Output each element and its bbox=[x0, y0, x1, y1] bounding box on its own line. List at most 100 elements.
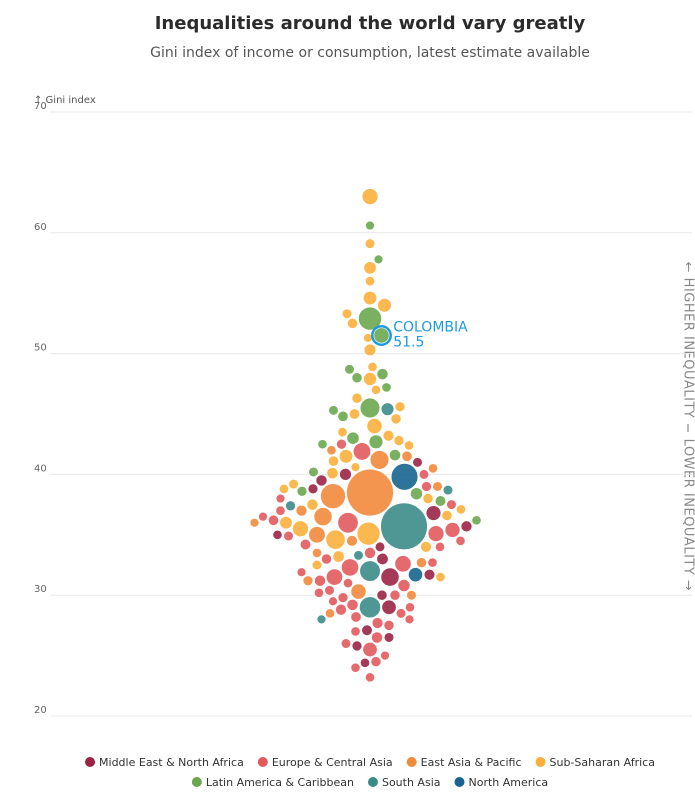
bubble bbox=[433, 482, 443, 492]
bubble bbox=[341, 559, 358, 576]
bubble bbox=[333, 551, 345, 563]
y-tick-label: 30 bbox=[34, 584, 47, 595]
bubble bbox=[285, 501, 295, 511]
bubble bbox=[309, 467, 319, 477]
bubble bbox=[353, 443, 371, 461]
bubble bbox=[352, 393, 362, 403]
bubble bbox=[308, 484, 318, 494]
legend-item: Sub-Saharan Africa bbox=[536, 756, 655, 769]
bubble bbox=[338, 411, 349, 422]
bubble bbox=[365, 221, 374, 230]
bubble bbox=[435, 542, 444, 551]
bubble bbox=[372, 617, 383, 628]
bubble bbox=[352, 641, 362, 651]
bubble bbox=[325, 609, 334, 618]
bubble bbox=[289, 479, 299, 489]
bubble bbox=[335, 604, 346, 615]
bubble bbox=[314, 575, 325, 586]
bubble bbox=[396, 608, 406, 618]
bubble bbox=[300, 539, 311, 550]
y-tick-label: 20 bbox=[34, 705, 47, 716]
bubble bbox=[336, 439, 346, 449]
bubble bbox=[365, 276, 374, 285]
legend-swatch bbox=[192, 777, 202, 787]
bubble bbox=[390, 590, 400, 600]
bubble bbox=[317, 615, 326, 624]
bubble bbox=[374, 328, 389, 343]
bubble bbox=[309, 526, 326, 543]
bubble bbox=[362, 189, 378, 205]
bubble bbox=[329, 405, 339, 415]
bubble bbox=[377, 590, 387, 600]
bubble bbox=[445, 522, 460, 537]
bubble bbox=[328, 597, 337, 606]
legend-item: East Asia & Pacific bbox=[407, 756, 522, 769]
bubble bbox=[339, 468, 351, 480]
bubble bbox=[408, 567, 422, 581]
bubble bbox=[428, 464, 437, 473]
legend-swatch bbox=[455, 777, 465, 787]
bubble bbox=[345, 364, 355, 374]
legend-swatch bbox=[258, 757, 268, 767]
legend-label: East Asia & Pacific bbox=[421, 756, 522, 769]
bubble bbox=[342, 309, 352, 319]
bubble bbox=[398, 579, 410, 591]
y-tick-label: 60 bbox=[34, 222, 47, 233]
bubble bbox=[395, 402, 405, 412]
bubble bbox=[381, 403, 394, 416]
bubble bbox=[384, 633, 394, 643]
legend-item: North America bbox=[455, 776, 549, 789]
bubble bbox=[402, 451, 413, 462]
bubble bbox=[391, 463, 418, 490]
bubble bbox=[316, 475, 327, 486]
bubble bbox=[428, 526, 444, 542]
side-label-group: ← HIGHER INEQUALITY bbox=[681, 262, 695, 419]
bubble bbox=[413, 457, 423, 467]
bubble bbox=[349, 409, 360, 420]
bubble bbox=[405, 615, 414, 624]
bubble bbox=[383, 430, 394, 441]
bubble bbox=[307, 499, 318, 510]
bubble bbox=[279, 484, 288, 493]
bubble bbox=[395, 556, 412, 573]
legend-label: Middle East & North Africa bbox=[99, 756, 244, 769]
bubble bbox=[347, 535, 358, 546]
side-label: LOWER INEQUALITY → bbox=[681, 439, 695, 592]
bubble bbox=[370, 450, 389, 469]
bubble bbox=[351, 463, 360, 472]
legend-swatch bbox=[407, 757, 417, 767]
bubble bbox=[404, 441, 413, 450]
bubble bbox=[338, 512, 359, 533]
bubble bbox=[377, 368, 388, 379]
bubble bbox=[367, 418, 382, 433]
side-label: ← HIGHER INEQUALITY bbox=[681, 262, 695, 419]
bubble bbox=[347, 432, 359, 444]
bubble bbox=[284, 531, 294, 541]
bubble bbox=[371, 632, 382, 643]
bubble bbox=[426, 506, 441, 521]
bubble bbox=[273, 530, 282, 539]
bubble bbox=[338, 593, 348, 603]
bubble bbox=[384, 620, 394, 630]
legend-item: Middle East & North Africa bbox=[85, 756, 244, 769]
bubble bbox=[351, 627, 360, 636]
bubble bbox=[364, 262, 377, 275]
bubble bbox=[456, 536, 465, 545]
annotation-value: 51.5 bbox=[393, 334, 424, 350]
bubble bbox=[394, 436, 404, 446]
bubble bbox=[382, 600, 397, 615]
bubble bbox=[364, 344, 376, 356]
bubble bbox=[391, 414, 401, 424]
bubble bbox=[303, 576, 313, 586]
bubble bbox=[280, 516, 293, 529]
bubble bbox=[447, 500, 457, 510]
bubble bbox=[365, 239, 375, 249]
legend-label: South Asia bbox=[382, 776, 441, 789]
bubble bbox=[369, 435, 383, 449]
bubble bbox=[338, 427, 347, 436]
bubble bbox=[407, 590, 417, 600]
bubble bbox=[321, 554, 331, 564]
bubble bbox=[352, 373, 362, 383]
bubble bbox=[380, 651, 389, 660]
